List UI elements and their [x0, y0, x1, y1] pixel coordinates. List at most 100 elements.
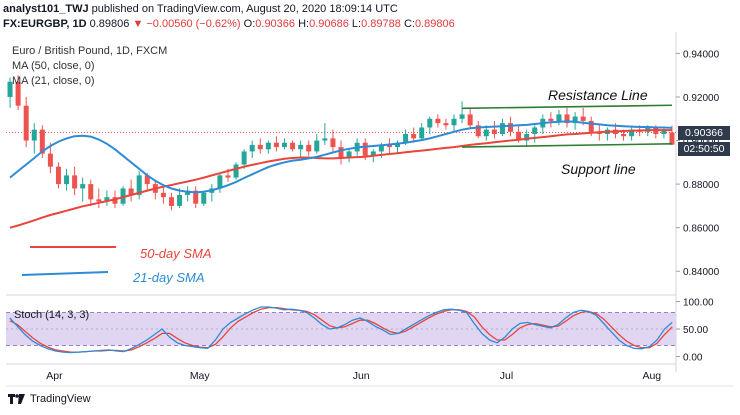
candle: [443, 118, 449, 130]
candle: [475, 120, 481, 139]
open-label: O:: [243, 18, 256, 30]
stoch-k-line: [9, 306, 673, 354]
candle: [411, 127, 417, 143]
candle: [55, 162, 61, 189]
ma50-line: [9, 129, 672, 229]
candle: [136, 171, 142, 200]
candle: [265, 140, 271, 154]
candle: [201, 190, 207, 206]
candle: [338, 140, 344, 165]
x-tick-label: Jul: [500, 370, 513, 382]
candle: [88, 179, 94, 206]
candle: [346, 149, 352, 163]
y-tick-label: 0.84000: [683, 267, 720, 278]
high-label: H:: [298, 18, 310, 30]
candle: [273, 136, 279, 152]
candle: [556, 110, 562, 126]
candle: [193, 186, 199, 209]
y-tick-label: 0.92000: [683, 93, 720, 104]
y-tick-label: 0.86000: [683, 224, 720, 235]
brand-name: TradingView: [30, 393, 91, 405]
low-value: 0.89788: [361, 18, 401, 30]
candle: [233, 162, 239, 180]
sma21-label: 21-day SMA: [133, 270, 205, 285]
ohlc-header: FX:EURGBP, 1D 0.89806 ▼ −0.00560 (−0.62%…: [3, 18, 455, 30]
candle: [306, 140, 312, 156]
resistance-label: Resistance Line: [548, 87, 648, 103]
sma21-swatch: [21, 271, 109, 276]
candle: [322, 123, 328, 145]
tradingview-logo[interactable]: TradingView: [8, 393, 91, 405]
stoch-tick-label: 100.00: [683, 298, 714, 309]
x-tick-label: Jun: [353, 370, 370, 382]
candle: [451, 114, 457, 132]
candle: [64, 168, 70, 191]
candle: [330, 129, 336, 152]
sma50-label: 50-day SMA: [140, 246, 212, 261]
candle: [629, 127, 635, 141]
open-value: 0.90366: [255, 18, 296, 30]
candle: [435, 114, 441, 128]
candle: [386, 138, 392, 154]
publish-text: published on TradingView.com, August 20,…: [91, 3, 398, 15]
stoch-tick-label: 50.00: [683, 325, 708, 336]
candle: [467, 107, 473, 128]
candle: [564, 107, 570, 128]
candle: [72, 166, 78, 195]
candle: [257, 138, 263, 154]
candle: [80, 177, 86, 202]
resistance-line[interactable]: [462, 104, 672, 110]
price-change: ▼ −0.00560 (−0.62%): [132, 18, 241, 30]
candle: [604, 127, 610, 141]
candle: [290, 140, 296, 152]
countdown-tag: 02:50:50: [678, 142, 730, 156]
high-value: 0.90686: [309, 18, 349, 30]
candle: [128, 179, 134, 202]
y-tick-label: 0.88000: [683, 180, 720, 191]
x-tick-label: Apr: [46, 370, 63, 382]
candle: [120, 186, 126, 206]
ma50-legend[interactable]: MA (50, close, 0): [12, 60, 95, 72]
candle: [209, 184, 215, 202]
y-tick-label: 0.94000: [683, 49, 720, 60]
candle: [499, 118, 505, 137]
candle: [47, 142, 53, 174]
candle: [23, 96, 29, 148]
candle: [217, 173, 223, 193]
candle: [669, 125, 675, 146]
low-label: L:: [351, 18, 362, 30]
candle: [249, 140, 255, 158]
candle: [31, 123, 37, 154]
close-label: C:: [403, 18, 415, 30]
candle: [298, 140, 304, 158]
candle: [427, 116, 433, 135]
candle: [7, 77, 13, 108]
candle: [314, 134, 320, 154]
candle: [532, 125, 538, 143]
last-price: 0.89806: [89, 18, 130, 30]
ma21-legend[interactable]: MA (21, close, 0): [12, 75, 95, 87]
author-name[interactable]: analyst101_TWJ: [3, 3, 89, 15]
candle: [459, 101, 465, 124]
candle: [15, 75, 21, 111]
candle: [104, 190, 110, 206]
series-title: Euro / British Pound, 1D, FXCM: [12, 45, 168, 57]
candle: [177, 188, 183, 209]
x-tick-label: May: [190, 370, 211, 382]
candle: [160, 186, 166, 204]
candle: [185, 186, 191, 202]
ma21-line: [9, 120, 673, 194]
candle: [281, 138, 287, 150]
candle: [548, 112, 554, 128]
candle: [168, 192, 174, 211]
candle: [241, 149, 247, 169]
candle: [491, 120, 497, 139]
close-value: 0.89806: [414, 18, 455, 30]
last-price-tag: 0.90366: [678, 126, 730, 140]
x-tick-label: Aug: [642, 370, 661, 382]
stoch-tick-label: 0.00: [683, 353, 703, 364]
stoch-label[interactable]: Stoch (14, 3, 3): [14, 309, 90, 321]
support-line[interactable]: [462, 143, 672, 148]
